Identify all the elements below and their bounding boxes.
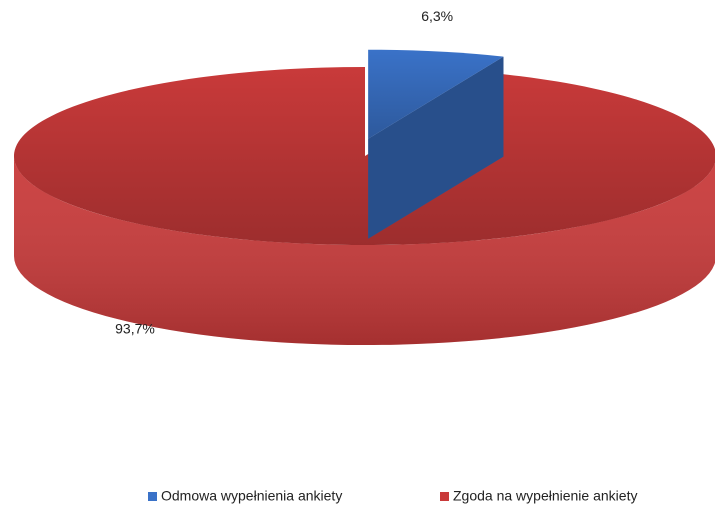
slice-shade [368,49,504,139]
legend-swatch [148,492,157,501]
data-label: 6,3% [421,8,453,24]
slice-side-shade [14,156,715,345]
legend-swatch [440,492,449,501]
legend-label: Zgoda na wypełnienie ankiety [453,488,637,504]
data-label: 93,7% [115,321,155,337]
slice-face-shade [368,56,504,239]
slice-shade [14,67,715,245]
slice-face [368,56,504,239]
legend-label: Odmowa wypełnienia ankiety [161,488,342,504]
